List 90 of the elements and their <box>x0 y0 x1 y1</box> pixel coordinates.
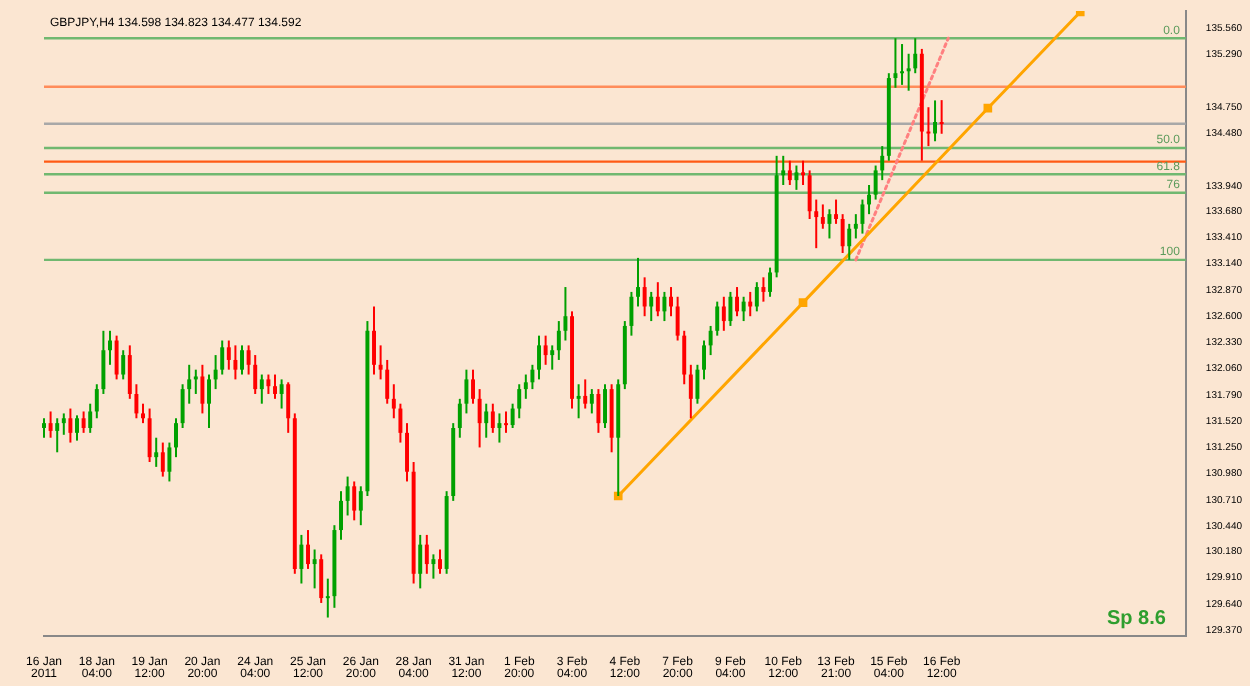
candlestick <box>649 290 654 323</box>
candlestick <box>273 373 277 400</box>
candlestick <box>787 159 792 186</box>
candlestick <box>279 378 284 410</box>
point <box>798 298 808 307</box>
candlestick <box>42 417 46 439</box>
candlestick <box>259 373 264 405</box>
candlestick <box>517 383 522 420</box>
candlestick <box>827 208 832 240</box>
candlestick <box>537 334 541 381</box>
point <box>983 103 993 113</box>
candlestick <box>669 286 674 318</box>
candlestick <box>583 378 588 410</box>
candlestick <box>754 281 759 313</box>
candlestick <box>477 388 482 449</box>
candlestick <box>860 198 865 235</box>
candlestick <box>688 363 693 420</box>
candlestick <box>550 344 555 371</box>
candlestick <box>48 410 53 439</box>
candlestick <box>339 490 343 541</box>
candlestick <box>642 276 647 318</box>
candlestick <box>761 276 766 303</box>
candlestick <box>61 412 66 436</box>
candlestick <box>114 334 119 381</box>
candlestick <box>431 553 436 580</box>
candlestick <box>200 363 205 415</box>
candlestick <box>55 417 60 454</box>
candlestick <box>603 383 608 429</box>
candlestick <box>424 533 429 575</box>
candlestick <box>68 407 73 444</box>
candlestick <box>484 402 489 439</box>
candlestick <box>405 422 409 483</box>
candlestick <box>497 412 502 444</box>
candlestick <box>147 407 152 464</box>
candlestick <box>867 183 872 216</box>
candlestick <box>589 388 594 415</box>
candlestick <box>471 368 475 405</box>
candlestick <box>576 383 581 420</box>
candlestick <box>636 256 641 308</box>
candlestick <box>345 475 350 517</box>
candlestick <box>418 533 423 590</box>
candlestick <box>721 295 726 332</box>
candlestick <box>372 305 376 376</box>
candlestick <box>174 417 178 459</box>
candlestick <box>154 436 159 468</box>
candlestick <box>728 290 733 327</box>
candlestick <box>523 373 528 400</box>
candlestick <box>530 363 535 391</box>
candlestick <box>820 203 825 230</box>
candlestick <box>939 99 944 135</box>
candlestick <box>741 295 746 323</box>
candlestick <box>193 368 198 395</box>
candlestick <box>735 286 740 318</box>
candlestick <box>266 373 271 395</box>
candlestick <box>840 213 845 255</box>
candlestick <box>900 43 905 86</box>
candlestick <box>543 334 548 366</box>
candlestick <box>306 529 310 570</box>
candlestick <box>167 441 172 483</box>
candlestick <box>121 349 126 381</box>
candlestick <box>141 402 145 425</box>
candlestick <box>768 266 773 298</box>
candlestick <box>312 548 317 590</box>
candlestick <box>319 553 324 604</box>
candlestick <box>233 344 238 381</box>
annotation: Sp 8.6 <box>1106 607 1167 630</box>
candlestick <box>702 339 707 381</box>
candlestick <box>75 414 79 442</box>
candlestick <box>160 441 165 478</box>
candlestick <box>81 410 86 434</box>
candlestick <box>801 159 806 186</box>
candlestick <box>438 548 442 575</box>
candlestick <box>108 329 112 366</box>
candlestick <box>847 222 852 261</box>
candlestick <box>794 164 799 191</box>
candlestick <box>226 339 231 371</box>
candlestick <box>662 290 667 323</box>
candlestick <box>490 402 495 434</box>
candlestick <box>695 363 700 405</box>
candlestick <box>933 99 938 143</box>
candlestick <box>240 344 244 376</box>
candlestick <box>88 402 93 434</box>
candlestick <box>596 388 601 434</box>
candlestick <box>504 410 508 434</box>
candlestick <box>655 281 660 318</box>
candlestick <box>207 373 211 429</box>
candlestick <box>834 198 839 225</box>
candlestick <box>299 533 304 585</box>
candlestick <box>352 480 357 522</box>
candlestick <box>286 381 291 434</box>
